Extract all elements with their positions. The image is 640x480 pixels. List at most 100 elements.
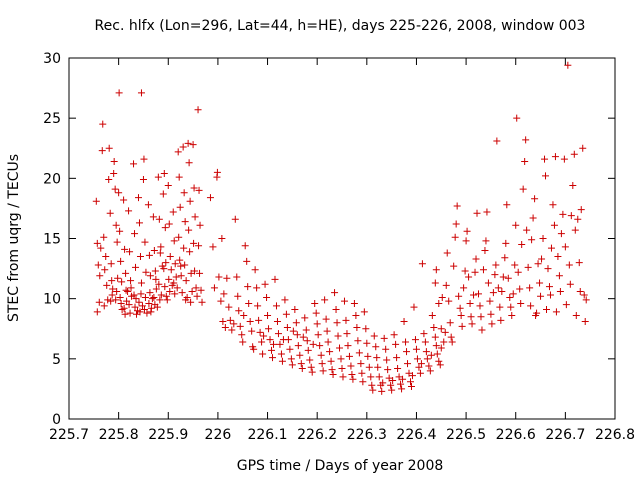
data-point	[318, 360, 326, 368]
data-point	[234, 292, 242, 300]
y-tick-label: 15	[43, 232, 61, 248]
data-point	[114, 274, 122, 282]
data-point	[220, 290, 228, 298]
data-point	[555, 272, 563, 280]
data-point	[437, 344, 445, 352]
data-point	[132, 263, 140, 271]
data-point	[97, 244, 105, 252]
y-tick-label: 0	[52, 412, 61, 428]
data-point	[571, 226, 579, 234]
data-point	[160, 265, 168, 273]
data-point	[143, 309, 151, 317]
data-point	[527, 302, 535, 310]
data-point	[268, 346, 276, 354]
data-point	[210, 284, 218, 292]
data-point	[126, 248, 134, 256]
data-point	[406, 378, 414, 386]
data-point	[452, 220, 460, 228]
data-point	[337, 355, 345, 363]
data-point	[297, 360, 305, 368]
data-point	[178, 289, 186, 297]
data-point	[130, 291, 138, 299]
data-point	[494, 284, 502, 292]
data-point	[360, 308, 368, 316]
data-point	[270, 340, 278, 348]
data-point	[189, 141, 197, 149]
data-point	[136, 253, 144, 261]
data-point	[179, 143, 187, 151]
data-point	[417, 360, 425, 368]
data-point	[400, 318, 408, 326]
data-point	[517, 299, 525, 307]
data-point	[301, 314, 309, 322]
data-point	[157, 243, 165, 251]
data-point	[293, 331, 301, 339]
data-point	[113, 287, 121, 295]
data-point	[185, 159, 193, 167]
data-point	[263, 293, 271, 301]
data-point	[98, 147, 106, 155]
data-point	[236, 322, 244, 330]
data-point	[522, 136, 530, 144]
data-point	[147, 308, 155, 316]
data-point	[274, 330, 282, 338]
data-point	[331, 289, 339, 297]
data-point	[399, 375, 407, 383]
data-point	[215, 273, 223, 281]
data-point	[284, 336, 292, 344]
data-point	[479, 266, 487, 274]
data-point	[95, 298, 103, 306]
data-point	[457, 312, 465, 320]
x-tick-label: 225.8	[99, 427, 139, 443]
data-point	[432, 266, 440, 274]
data-point	[121, 245, 129, 253]
data-point	[547, 244, 555, 252]
data-point	[217, 297, 225, 305]
data-point	[124, 287, 132, 295]
data-point	[251, 266, 259, 274]
data-point	[244, 283, 252, 291]
data-point	[375, 373, 383, 381]
data-point	[550, 221, 558, 229]
data-point	[431, 279, 439, 287]
data-point	[171, 290, 179, 298]
data-point	[92, 197, 100, 205]
x-tick-label: 226.5	[446, 427, 486, 443]
data-point	[445, 297, 453, 305]
data-point	[135, 219, 143, 227]
data-point	[380, 334, 388, 342]
data-point	[379, 379, 387, 387]
data-point	[191, 213, 199, 221]
data-point	[255, 316, 263, 324]
data-point	[345, 352, 353, 360]
data-point	[307, 363, 315, 371]
data-point	[193, 292, 201, 300]
data-point	[303, 337, 311, 345]
data-point	[451, 233, 459, 241]
x-tick-label: 226.6	[496, 427, 536, 443]
data-point	[105, 176, 113, 184]
data-point	[437, 325, 445, 333]
data-point	[294, 342, 302, 350]
data-point	[392, 340, 400, 348]
data-point	[180, 189, 188, 197]
data-point	[528, 236, 536, 244]
data-point	[566, 280, 574, 288]
data-point	[393, 354, 401, 362]
data-point	[96, 272, 104, 280]
data-point	[171, 260, 179, 268]
data-point	[198, 298, 206, 306]
data-point	[137, 279, 145, 287]
data-point	[259, 350, 267, 358]
data-point	[292, 319, 300, 327]
data-point	[496, 303, 504, 311]
data-point	[388, 386, 396, 394]
data-point	[378, 387, 386, 395]
data-point	[467, 313, 475, 321]
data-point	[491, 271, 499, 279]
data-point	[144, 201, 152, 209]
data-point	[313, 320, 321, 328]
data-point	[286, 345, 294, 353]
data-point	[145, 251, 153, 259]
